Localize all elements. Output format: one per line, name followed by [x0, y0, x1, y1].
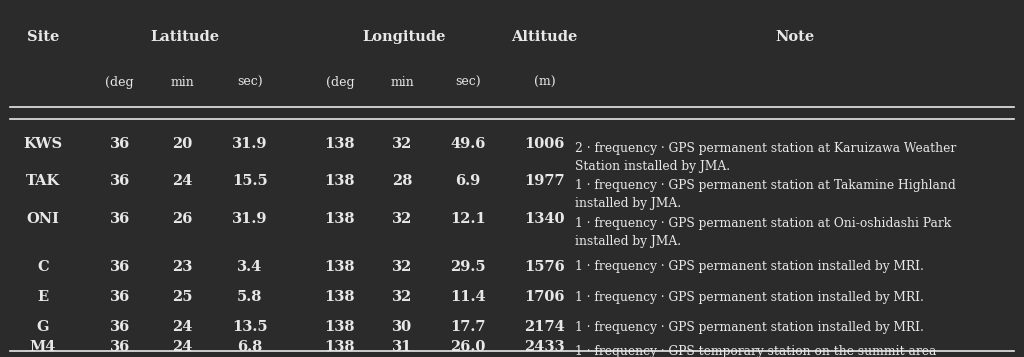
- Text: (deg: (deg: [105, 76, 134, 89]
- Text: 36: 36: [110, 340, 130, 354]
- Text: 12.1: 12.1: [451, 212, 485, 226]
- Text: 6.9: 6.9: [456, 174, 480, 188]
- Text: 1 · frequency · GPS temporary station on the summit area
installed by MRI.: 1 · frequency · GPS temporary station on…: [575, 345, 937, 357]
- Text: 138: 138: [325, 320, 355, 335]
- Text: 25: 25: [172, 290, 193, 304]
- Text: (m): (m): [534, 76, 556, 89]
- Text: Longitude: Longitude: [362, 30, 445, 45]
- Text: 1 · frequency · GPS permanent station installed by MRI.: 1 · frequency · GPS permanent station in…: [575, 321, 925, 334]
- Text: 30: 30: [392, 320, 413, 335]
- Text: 31: 31: [392, 340, 413, 354]
- Text: KWS: KWS: [24, 136, 62, 151]
- Text: 17.7: 17.7: [451, 320, 485, 335]
- Text: 1 · frequency · GPS permanent station installed by MRI.: 1 · frequency · GPS permanent station in…: [575, 260, 925, 273]
- Text: 26.0: 26.0: [451, 340, 485, 354]
- Text: 32: 32: [392, 212, 413, 226]
- Text: 24: 24: [172, 174, 193, 188]
- Text: 36: 36: [110, 136, 130, 151]
- Text: 36: 36: [110, 174, 130, 188]
- Text: 24: 24: [172, 340, 193, 354]
- Text: 1 · frequency · GPS permanent station installed by MRI.: 1 · frequency · GPS permanent station in…: [575, 291, 925, 303]
- Text: 1 · frequency · GPS permanent station at Oni-oshidashi Park
installed by JMA.: 1 · frequency · GPS permanent station at…: [575, 217, 951, 248]
- Text: ONI: ONI: [27, 212, 59, 226]
- Text: 1 · frequency · GPS permanent station at Takamine Highland
installed by JMA.: 1 · frequency · GPS permanent station at…: [575, 179, 956, 210]
- Text: 32: 32: [392, 290, 413, 304]
- Text: TAK: TAK: [26, 174, 60, 188]
- Text: 1977: 1977: [524, 174, 565, 188]
- Text: min: min: [390, 76, 415, 89]
- Text: G: G: [37, 320, 49, 335]
- Text: M4: M4: [30, 340, 56, 354]
- Text: 138: 138: [325, 260, 355, 274]
- Text: 1706: 1706: [524, 290, 565, 304]
- Text: 1576: 1576: [524, 260, 565, 274]
- Text: Note: Note: [775, 30, 814, 45]
- Text: 28: 28: [392, 174, 413, 188]
- Text: Site: Site: [27, 30, 59, 45]
- Text: 32: 32: [392, 260, 413, 274]
- Text: 24: 24: [172, 320, 193, 335]
- Text: 2433: 2433: [524, 340, 565, 354]
- Text: 1006: 1006: [524, 136, 565, 151]
- Text: Altitude: Altitude: [512, 30, 578, 45]
- Text: 29.5: 29.5: [451, 260, 485, 274]
- Text: Latitude: Latitude: [151, 30, 219, 45]
- Text: 49.6: 49.6: [451, 136, 485, 151]
- Text: (deg: (deg: [326, 76, 354, 89]
- Text: 31.9: 31.9: [232, 136, 267, 151]
- Text: 36: 36: [110, 260, 130, 274]
- Text: sec): sec): [455, 76, 481, 89]
- Text: 138: 138: [325, 136, 355, 151]
- Text: 138: 138: [325, 290, 355, 304]
- Text: 31.9: 31.9: [232, 212, 267, 226]
- Text: 5.8: 5.8: [238, 290, 262, 304]
- Text: 1340: 1340: [524, 212, 565, 226]
- Text: 23: 23: [172, 260, 193, 274]
- Text: 36: 36: [110, 212, 130, 226]
- Text: min: min: [170, 76, 195, 89]
- Text: E: E: [38, 290, 48, 304]
- Text: 138: 138: [325, 340, 355, 354]
- Text: 2 · frequency · GPS permanent station at Karuizawa Weather
Station installed by : 2 · frequency · GPS permanent station at…: [575, 142, 956, 172]
- Text: 3.4: 3.4: [238, 260, 262, 274]
- Text: 36: 36: [110, 320, 130, 335]
- Text: 138: 138: [325, 174, 355, 188]
- Text: sec): sec): [237, 76, 263, 89]
- Text: C: C: [37, 260, 49, 274]
- Text: 138: 138: [325, 212, 355, 226]
- Text: 20: 20: [172, 136, 193, 151]
- Text: 6.8: 6.8: [238, 340, 262, 354]
- Text: 36: 36: [110, 290, 130, 304]
- Text: 2174: 2174: [524, 320, 565, 335]
- Text: 13.5: 13.5: [232, 320, 267, 335]
- Text: 15.5: 15.5: [232, 174, 267, 188]
- Text: 32: 32: [392, 136, 413, 151]
- Text: 26: 26: [172, 212, 193, 226]
- Text: 11.4: 11.4: [451, 290, 485, 304]
